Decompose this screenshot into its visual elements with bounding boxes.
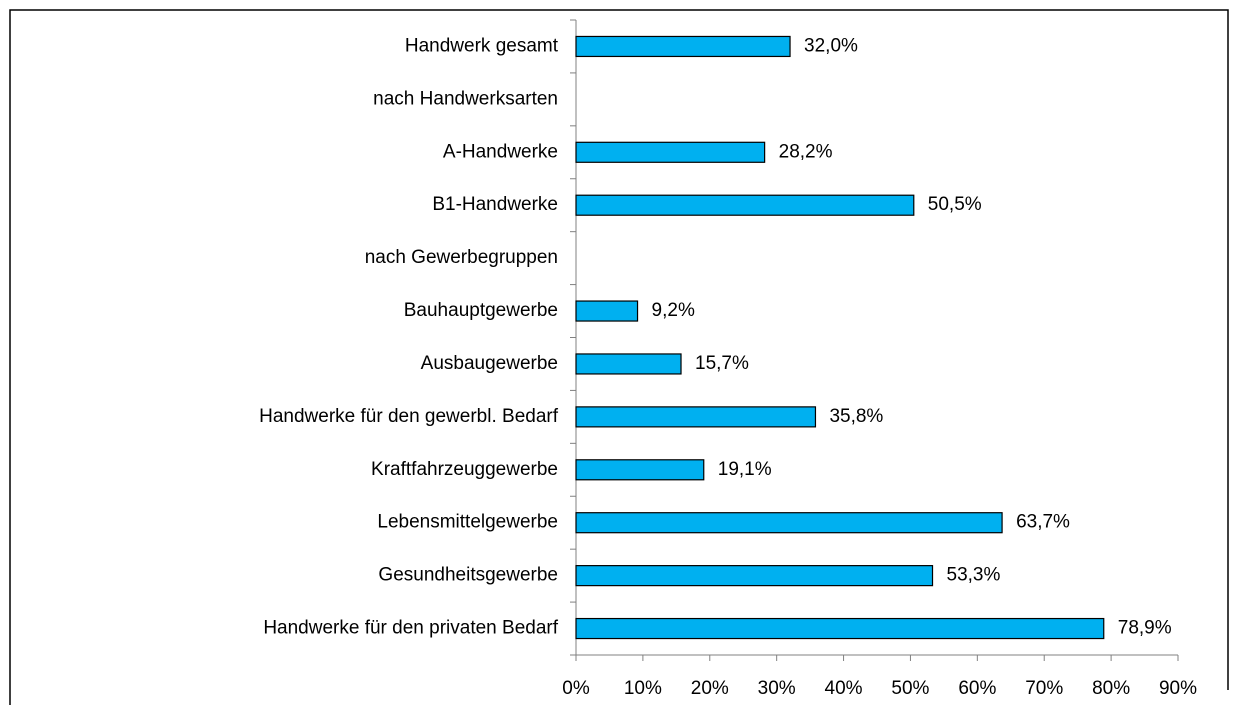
value-label: 19,1% (718, 459, 772, 480)
bar (575, 512, 1003, 534)
x-tick-label: 10% (624, 678, 662, 699)
x-tick-label: 20% (691, 678, 729, 699)
y-tick-label: nach Gewerbegruppen (365, 247, 558, 268)
bar (575, 353, 682, 375)
y-tick-label: Bauhauptgewerbe (404, 300, 558, 321)
y-tick-label: nach Handwerksarten (373, 88, 558, 109)
bar (575, 406, 817, 428)
y-tick-label: A-Handwerke (443, 141, 558, 162)
x-tick-label: 30% (758, 678, 796, 699)
x-tick-label: 90% (1159, 678, 1197, 699)
bar (575, 565, 934, 587)
x-tick-label: 70% (1025, 678, 1063, 699)
y-tick-label: Lebensmittelgewerbe (377, 512, 558, 533)
value-label: 35,8% (829, 406, 883, 427)
x-tick-label: 80% (1092, 678, 1130, 699)
value-label: 63,7% (1016, 512, 1070, 533)
chart-frame (9, 9, 1229, 705)
y-tick-label: Kraftfahrzeuggewerbe (371, 459, 558, 480)
value-label: 50,5% (928, 194, 982, 215)
y-tick-label: Handwerke für den gewerbl. Bedarf (259, 406, 559, 427)
y-tick-label: Gesundheitsgewerbe (378, 565, 558, 586)
bar (575, 617, 1105, 640)
bar (575, 141, 766, 163)
value-label: 15,7% (695, 353, 749, 374)
y-tick-label: B1-Handwerke (432, 194, 558, 215)
y-tick-label: Handwerke für den privaten Bedarf (263, 618, 558, 639)
bar (575, 35, 791, 58)
value-label: 9,2% (652, 300, 695, 321)
value-label: 78,9% (1118, 618, 1172, 639)
bar (575, 194, 915, 216)
x-tick-label: 40% (825, 678, 863, 699)
y-tick-label: Handwerk gesamt (405, 35, 559, 56)
y-tick-label: Ausbaugewerbe (421, 353, 558, 374)
bar (575, 459, 705, 481)
value-label: 32,0% (804, 35, 858, 56)
x-tick-label: 60% (958, 678, 996, 699)
x-tick-label: 0% (562, 678, 590, 699)
value-label: 28,2% (779, 141, 833, 162)
bar (575, 300, 639, 322)
value-label: 53,3% (947, 565, 1001, 586)
x-tick-label: 50% (891, 678, 929, 699)
